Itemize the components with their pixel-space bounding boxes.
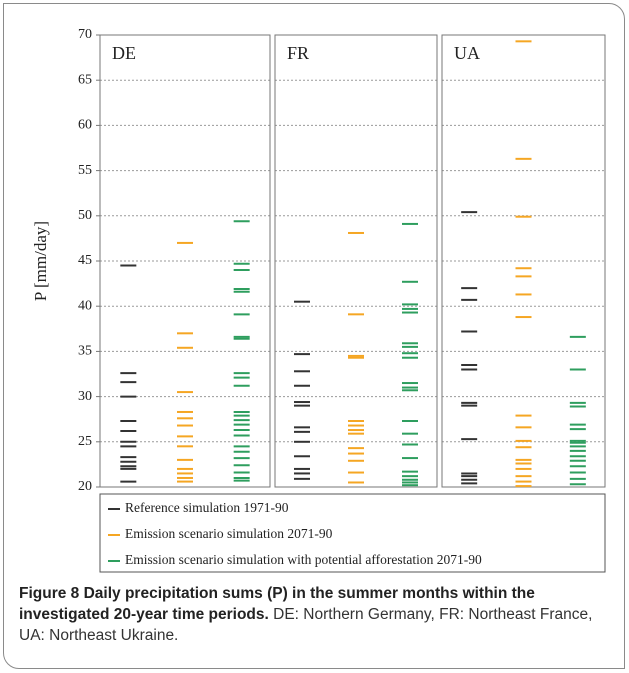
y-tick-label: 70 xyxy=(78,27,92,42)
y-tick-label: 45 xyxy=(78,253,92,268)
panel-title: DE xyxy=(112,43,136,63)
y-tick-label: 65 xyxy=(78,72,92,87)
caption-label: Figure 8 xyxy=(19,585,80,602)
y-tick-label: 50 xyxy=(78,208,92,223)
caption-title: Daily precipitation sums (P) in the summ… xyxy=(19,585,535,623)
legend-label: Emission scenario simulation with potent… xyxy=(125,552,482,567)
y-tick-label: 60 xyxy=(78,118,92,133)
panel-frame xyxy=(274,34,438,488)
panel-title: UA xyxy=(454,43,480,63)
y-axis-label: P [mm/day] xyxy=(31,221,50,301)
y-tick-label: 20 xyxy=(78,479,92,494)
legend-label: Reference simulation 1971-90 xyxy=(125,500,289,515)
legend-box xyxy=(99,493,606,573)
caption: Figure 8 Daily precipitation sums (P) in… xyxy=(19,583,615,646)
y-tick-label: 35 xyxy=(78,344,92,359)
y-tick-label: 55 xyxy=(78,163,92,178)
frame xyxy=(3,3,625,669)
y-tick-label: 40 xyxy=(78,298,92,313)
y-tick-label: 30 xyxy=(78,389,92,404)
legend-label: Emission scenario simulation 2071-90 xyxy=(125,526,333,541)
y-tick-label: 25 xyxy=(78,434,92,449)
panel-title: FR xyxy=(287,43,309,63)
chart: P [mm/day] DE FR UA 20 25 30 35 40 45 50 55 60 65 70 R… xyxy=(31,27,606,573)
caption-text: DE: Northern Germany, FR: Northeast Fran… xyxy=(19,606,593,644)
